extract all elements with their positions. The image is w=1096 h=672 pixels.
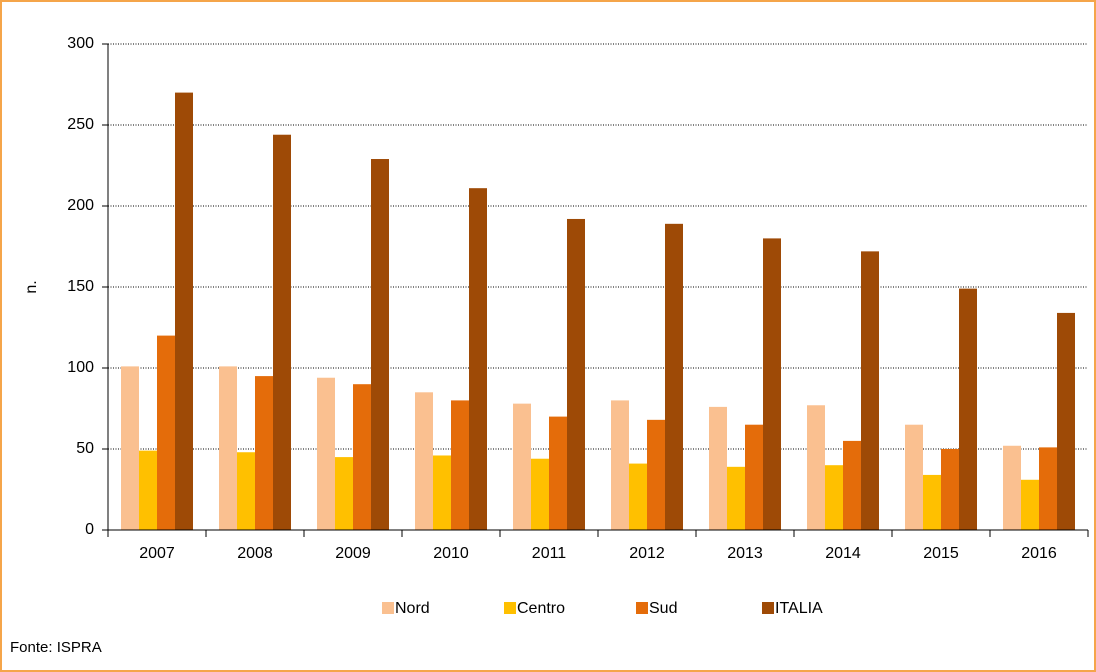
x-tick-label: 2012	[629, 545, 665, 562]
bar	[1003, 445, 1021, 530]
bar	[629, 463, 647, 530]
bar	[763, 238, 781, 530]
bar	[415, 392, 433, 530]
bar	[1057, 312, 1075, 530]
x-tick-label: 2007	[139, 545, 175, 562]
y-tick-label: 150	[67, 278, 94, 295]
x-tick-label: 2013	[727, 545, 763, 562]
y-tick-label: 0	[85, 521, 94, 538]
bar	[451, 400, 469, 530]
bar	[513, 403, 531, 530]
y-tick-label: 200	[67, 197, 94, 214]
bar	[807, 405, 825, 530]
bar	[611, 400, 629, 530]
x-tick-label: 2016	[1021, 545, 1057, 562]
bar	[727, 466, 745, 530]
legend-swatch	[762, 602, 774, 614]
bar	[237, 452, 255, 530]
bar	[317, 377, 335, 530]
bar	[1021, 479, 1039, 530]
legend-label: Nord	[395, 600, 430, 617]
y-tick-label: 250	[67, 116, 94, 133]
bar	[825, 465, 843, 530]
bar	[959, 288, 977, 530]
bar	[941, 449, 959, 530]
legend-swatch	[636, 602, 648, 614]
bar	[175, 92, 193, 530]
bar	[157, 335, 175, 530]
source: Fonte: ISPRA	[10, 639, 102, 656]
bar	[531, 458, 549, 530]
bar	[353, 384, 371, 530]
bar	[121, 366, 139, 530]
y-tick-label: 50	[76, 440, 94, 457]
x-tick-label: 2010	[433, 545, 469, 562]
x-tick-label: 2011	[532, 545, 567, 562]
legend-swatch	[382, 602, 394, 614]
bar	[371, 159, 389, 530]
bar	[433, 455, 451, 530]
x-tick-label: 2009	[335, 545, 371, 562]
bar	[255, 376, 273, 530]
x-tick-label: 2015	[923, 545, 959, 562]
y-tick-label: 300	[67, 35, 94, 52]
bar	[709, 406, 727, 530]
bar	[273, 134, 291, 530]
bar	[469, 188, 487, 530]
bar	[665, 223, 683, 530]
bar	[861, 251, 879, 531]
legend-label: ITALIA	[775, 600, 823, 617]
bar	[219, 366, 237, 530]
bar	[923, 474, 941, 530]
legend-label: Sud	[649, 600, 677, 617]
bar	[905, 424, 923, 530]
bar	[567, 218, 585, 530]
y-tick-label: 100	[67, 359, 94, 376]
bar	[549, 416, 567, 530]
bar	[745, 424, 763, 530]
bar	[139, 450, 157, 530]
y-axis-label: n.	[23, 280, 40, 293]
bar	[647, 419, 665, 530]
x-tick-label: 2008	[237, 545, 273, 562]
bar	[1039, 447, 1057, 530]
legend-swatch	[504, 602, 516, 614]
bar	[843, 440, 861, 530]
legend-label: Centro	[517, 600, 565, 617]
x-tick-label: 2014	[825, 545, 861, 562]
bar	[335, 457, 353, 530]
